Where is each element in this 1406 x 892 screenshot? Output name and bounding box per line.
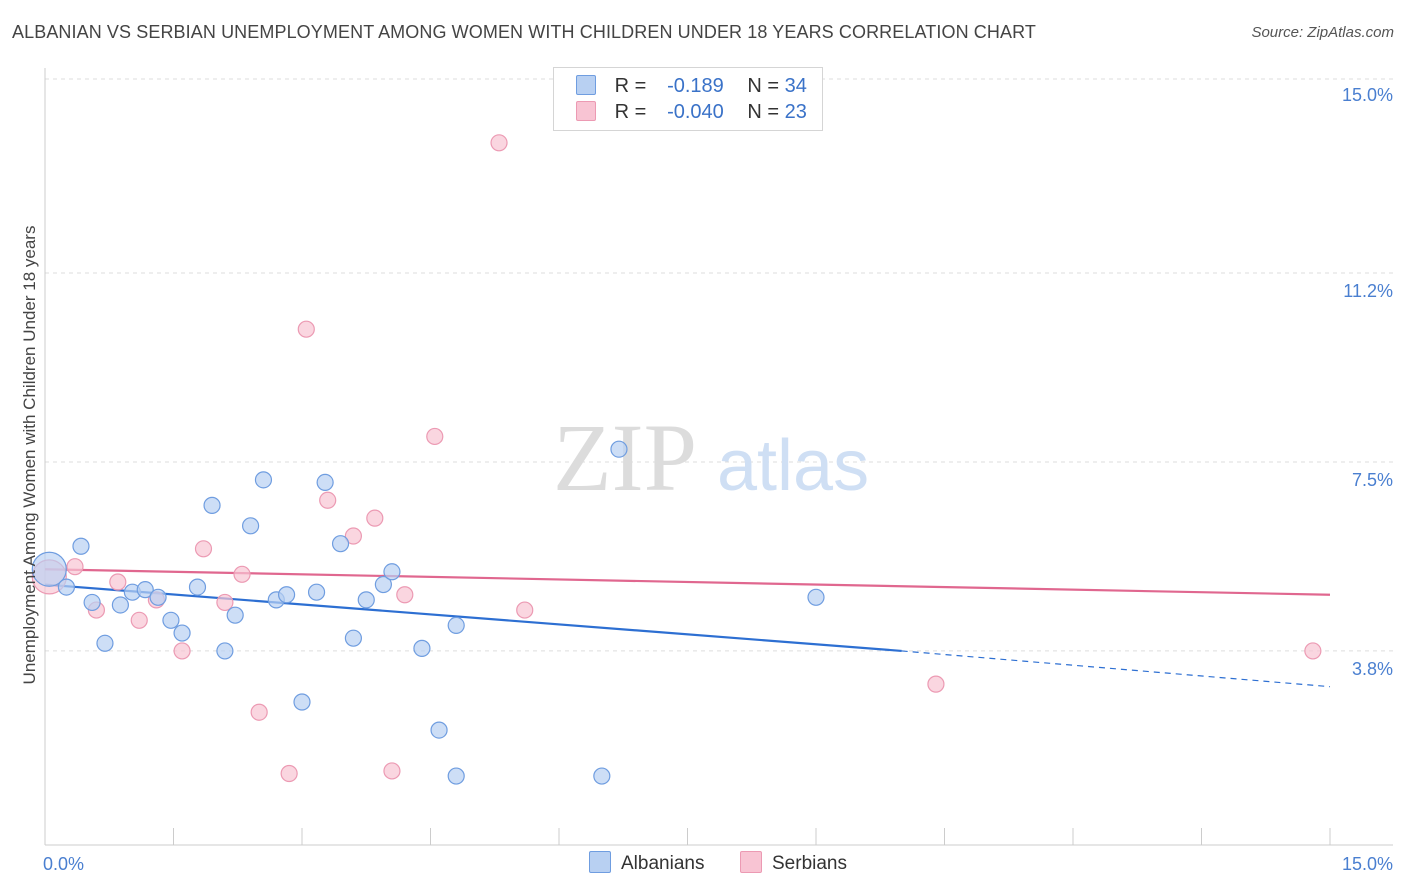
legend-r-label: R =	[614, 101, 652, 123]
serbian-point	[319, 491, 337, 509]
albanian-points	[31, 440, 825, 785]
y-axis-label: Unemployment Among Women with Children U…	[20, 226, 39, 685]
albanian-point	[111, 596, 129, 614]
x-tick-label-max: 15.0%	[1342, 854, 1393, 874]
legend-row-albanians: R = -0.189 N = 34	[576, 75, 807, 101]
albanians-swatch	[576, 75, 596, 95]
bottom-legend-serbians: Serbians	[740, 851, 847, 875]
serbian-point	[396, 586, 414, 604]
chart-title: ALBANIAN VS SERBIAN UNEMPLOYMENT AMONG W…	[12, 22, 1036, 42]
albanian-point	[242, 517, 260, 535]
correlation-legend: R = -0.189 N = 34 R = -0.040 N = 23	[553, 67, 823, 131]
albanian-point	[610, 440, 628, 458]
albanian-point	[57, 578, 76, 596]
albanian-point	[83, 593, 101, 612]
serbian-point	[516, 601, 534, 619]
serbian-point	[233, 565, 251, 583]
x-tick-label-min: 0.0%	[43, 854, 84, 874]
albanians-legend-swatch	[589, 851, 611, 873]
serbian-point	[426, 427, 444, 446]
albanian-point	[254, 471, 273, 489]
albanian-point	[162, 611, 180, 629]
albanian-point	[136, 581, 154, 599]
bottom-legend-albanians: Albanians	[589, 851, 704, 875]
legend-r-label: R =	[614, 75, 652, 97]
albanian-point	[593, 767, 611, 785]
albanian-point	[226, 606, 244, 624]
serbians-swatch	[576, 101, 596, 121]
serbian-point	[66, 558, 84, 576]
y-tick-label: 11.2%	[1343, 281, 1393, 301]
albanian-point	[216, 642, 234, 660]
albanian-point	[357, 591, 375, 609]
albanians-legend-label: Albanians	[621, 853, 705, 874]
axes	[44, 68, 1393, 846]
serbian-point	[280, 764, 298, 783]
albanian-point	[447, 616, 465, 634]
y-tick-label: 7.5%	[1352, 470, 1393, 490]
source-credit: Source: ZipAtlas.com	[1251, 24, 1394, 41]
albanian-point	[149, 588, 167, 606]
serbian-point	[173, 642, 191, 660]
legend-n-label: N =	[747, 75, 785, 97]
albanian-point	[374, 575, 392, 594]
x-tick-labels: 0.0% 15.0%	[43, 854, 1393, 874]
watermark-zip: ZIP	[553, 404, 697, 511]
serbians-legend-swatch	[740, 851, 762, 873]
albanian-point	[72, 537, 90, 555]
serbians-trend-line	[44, 568, 1331, 596]
albanian-point	[430, 721, 448, 739]
serbian-point	[490, 134, 508, 152]
albanian-point	[277, 586, 296, 604]
serbian-point	[366, 509, 384, 527]
albanian-point	[203, 496, 221, 514]
serbian-point	[216, 593, 234, 612]
y-tick-label: 15.0%	[1342, 85, 1393, 105]
serbian-point	[109, 573, 127, 591]
albanian-point	[96, 634, 114, 652]
albanian-point	[413, 639, 431, 657]
albanian-point	[383, 563, 401, 581]
watermark: ZIP atlas	[553, 404, 869, 511]
serbian-point	[250, 703, 268, 721]
serbian-point	[927, 675, 945, 693]
serbian-point	[194, 540, 213, 558]
legend-r-value: -0.189	[667, 75, 724, 97]
gridlines	[45, 78, 1393, 652]
albanian-point	[807, 588, 825, 606]
y-tick-label: 3.8%	[1352, 659, 1393, 679]
albanians-trend-line	[44, 583, 902, 653]
albanian-point	[188, 578, 207, 596]
legend-n-value: 23	[784, 101, 807, 123]
serbians-legend-label: Serbians	[772, 853, 847, 874]
albanian-point	[344, 629, 362, 647]
serbian-point	[383, 762, 401, 780]
legend-row-serbians: R = -0.040 N = 23	[576, 101, 807, 127]
serbian-point	[344, 527, 362, 545]
watermark-atlas: atlas	[717, 426, 869, 506]
trend-lines	[44, 568, 1331, 688]
legend-r-value: -0.040	[667, 101, 724, 123]
albanians-trend-extension	[901, 650, 1331, 688]
serbian-point	[297, 320, 315, 338]
legend-n-label: N =	[747, 101, 785, 123]
y-tick-labels: 15.0% 11.2% 7.5% 3.8%	[1342, 85, 1393, 679]
albanian-point	[293, 693, 311, 711]
albanian-point	[316, 473, 334, 492]
serbian-point	[1304, 642, 1322, 660]
albanian-point	[173, 624, 191, 642]
legend-n-value: 34	[784, 75, 807, 97]
albanian-point	[307, 583, 326, 601]
albanian-point	[331, 535, 350, 553]
albanian-point	[31, 551, 67, 587]
serbian-point	[130, 611, 148, 629]
albanian-point	[447, 767, 465, 785]
